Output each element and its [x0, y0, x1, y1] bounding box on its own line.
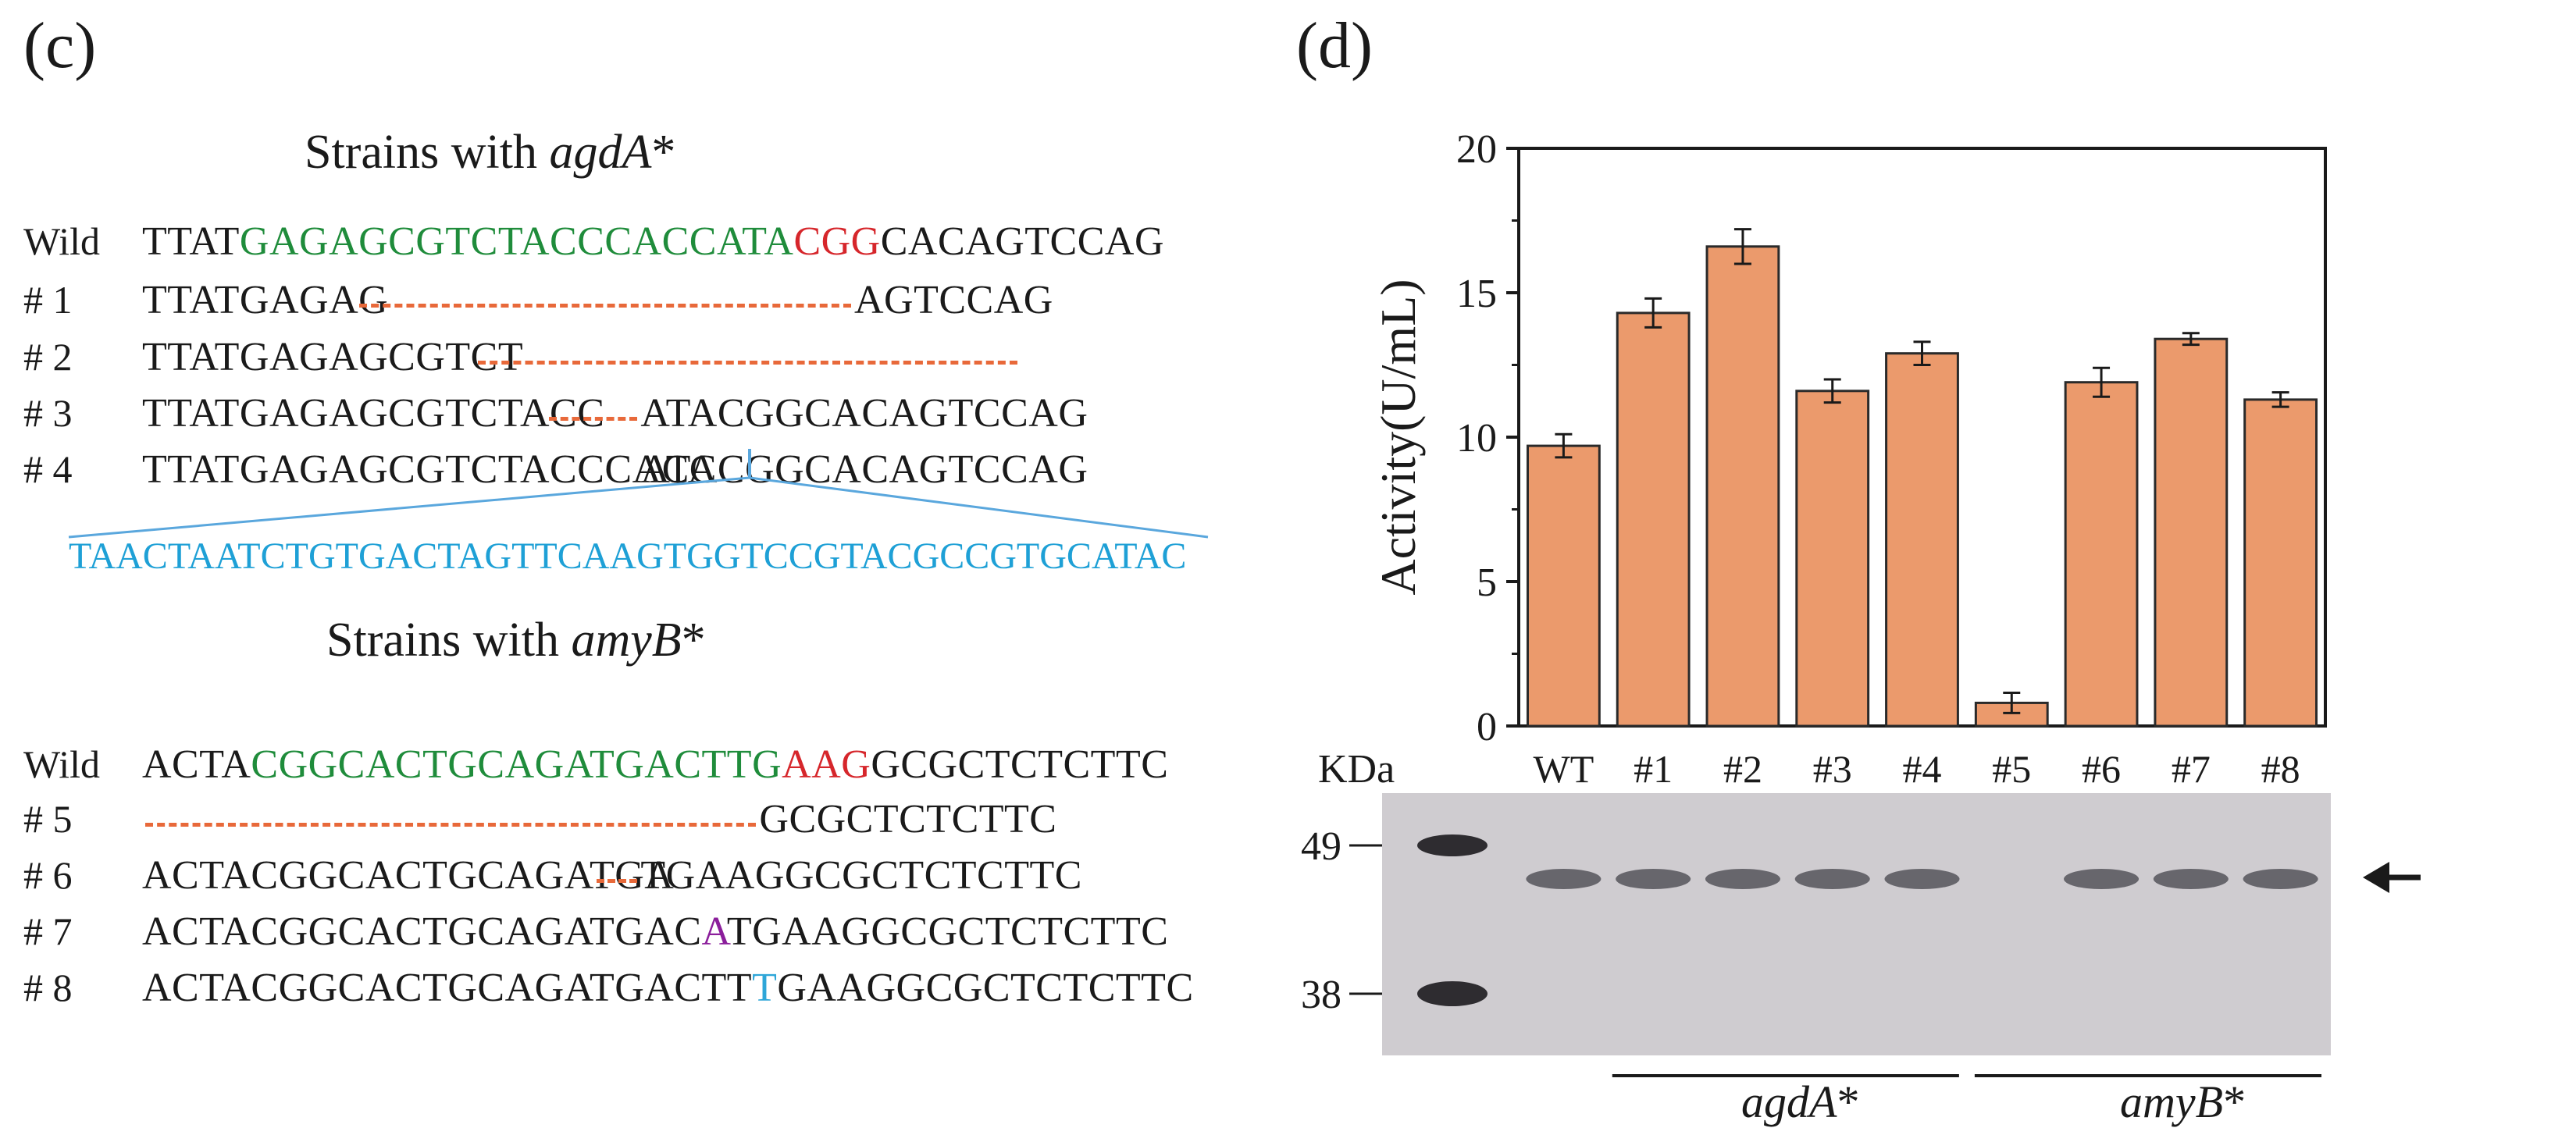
gel-image: [1382, 793, 2331, 1055]
sequence: ACTACGGCACTGCAGATGACTTGAAGGCGCTCTCTTC: [142, 742, 1169, 787]
deletion-dash: [477, 361, 1017, 365]
sequence: ACTACGGCACTGCAGATGACTTTGAAGGCGCTCTCTTC: [142, 966, 1194, 1010]
row-label: # 7: [23, 909, 73, 953]
bar-n1: [1616, 311, 1691, 728]
row-label: # 4: [23, 447, 73, 491]
marker-label: 49: [1301, 824, 1341, 869]
x-tick-label: #4: [1903, 747, 1942, 791]
bar-n3: [1795, 390, 1870, 728]
protein-band: [1794, 869, 1870, 889]
deletion-dash: [596, 879, 638, 883]
row-label: # 5: [23, 797, 73, 841]
y-tick-label: 5: [1477, 560, 1497, 605]
protein-band: [2153, 869, 2229, 889]
bar-n2: [1705, 245, 1780, 728]
panel-d-label: (d): [1296, 9, 1373, 82]
amyb-heading: Strains with amyB*: [326, 614, 706, 667]
sequence: ACTACGGCACTGCAGATGACATGAAGGCGCTCTCTTC: [142, 909, 1169, 954]
agda-heading: Strains with agdA*: [305, 126, 676, 179]
bar-n6: [2064, 381, 2139, 728]
x-tick-label: #5: [1992, 747, 2031, 791]
panel-c-label: (c): [23, 9, 97, 82]
y-axis-label: Activity(U/mL): [1370, 279, 1426, 595]
sequence-left: TTATGAGAGCGTCTACCCACC: [142, 447, 717, 492]
ladder-band-49: [1417, 834, 1488, 856]
marker-label: 38: [1301, 973, 1341, 1017]
group-label-agda: agdA*: [1741, 1076, 1860, 1127]
protein-band: [1705, 869, 1780, 889]
sequence-right: GCGCTCTCTTC: [759, 797, 1057, 842]
row-label: Wild: [23, 742, 100, 786]
insertion-lines: [68, 449, 1209, 539]
sequence-right: TGAAGGCGCTCTCTTC: [640, 853, 1082, 898]
row-label: # 8: [23, 966, 73, 1009]
x-tick-label: #1: [1634, 747, 1673, 791]
protein-band: [1884, 869, 1960, 889]
bar-wt: [1526, 444, 1601, 728]
bar-n8: [2243, 398, 2318, 728]
protein-band: [2064, 869, 2140, 889]
sequence-left: TTATGAGAGCGTCT: [142, 335, 524, 379]
row-label: # 2: [23, 335, 73, 379]
bar-n4: [1885, 352, 1959, 728]
row-label: # 1: [23, 278, 73, 322]
protein-band: [1616, 869, 1691, 889]
sequence-right: ATACGGCACAGTCCAG: [640, 391, 1088, 436]
row-label: # 3: [23, 391, 73, 435]
sequence-left: TTATGAGAGCGTCTACC: [142, 391, 605, 436]
sequence-right: ATACGGCACAGTCCAG: [640, 447, 1088, 492]
y-tick-label: 15: [1456, 272, 1497, 316]
bar-n7: [2154, 337, 2229, 728]
y-tick-label: 0: [1477, 705, 1497, 749]
y-tick-label: 20: [1456, 127, 1497, 172]
deletion-dash: [145, 823, 757, 827]
protein-band: [2243, 869, 2318, 889]
ladder-band-38: [1417, 981, 1488, 1006]
sequence-left: ACTACGGCACTGCAGATGA: [142, 853, 675, 898]
sequence-left: TTATGAGAG: [142, 278, 389, 322]
x-tick-label: #8: [2261, 747, 2300, 791]
deletion-dash: [358, 304, 851, 308]
x-tick-label: #6: [2082, 747, 2121, 791]
deletion-dash: [548, 417, 638, 421]
y-tick-label: 10: [1456, 416, 1497, 461]
x-tick-label: #3: [1813, 747, 1852, 791]
sequence-right: AGTCCAG: [854, 278, 1053, 322]
gel-unit-label: KDa: [1318, 747, 1395, 792]
row-label: # 6: [23, 853, 73, 897]
insert-sequence: TAACTAATCTGTGACTAGTTCAAGTGGTCCGTACGCCGTG…: [69, 536, 1187, 577]
sequence: TTATGAGAGCGTCTACCCACCATACGGCACAGTCCAG: [142, 219, 1164, 264]
group-label-amyb: amyB*: [2120, 1076, 2246, 1127]
protein-band: [1526, 869, 1602, 889]
arrow-icon: [2363, 862, 2389, 893]
x-tick-label: #2: [1723, 747, 1762, 791]
row-label: Wild: [23, 219, 100, 263]
x-tick-label: #7: [2172, 747, 2211, 791]
x-tick-label: WT: [1534, 747, 1594, 791]
